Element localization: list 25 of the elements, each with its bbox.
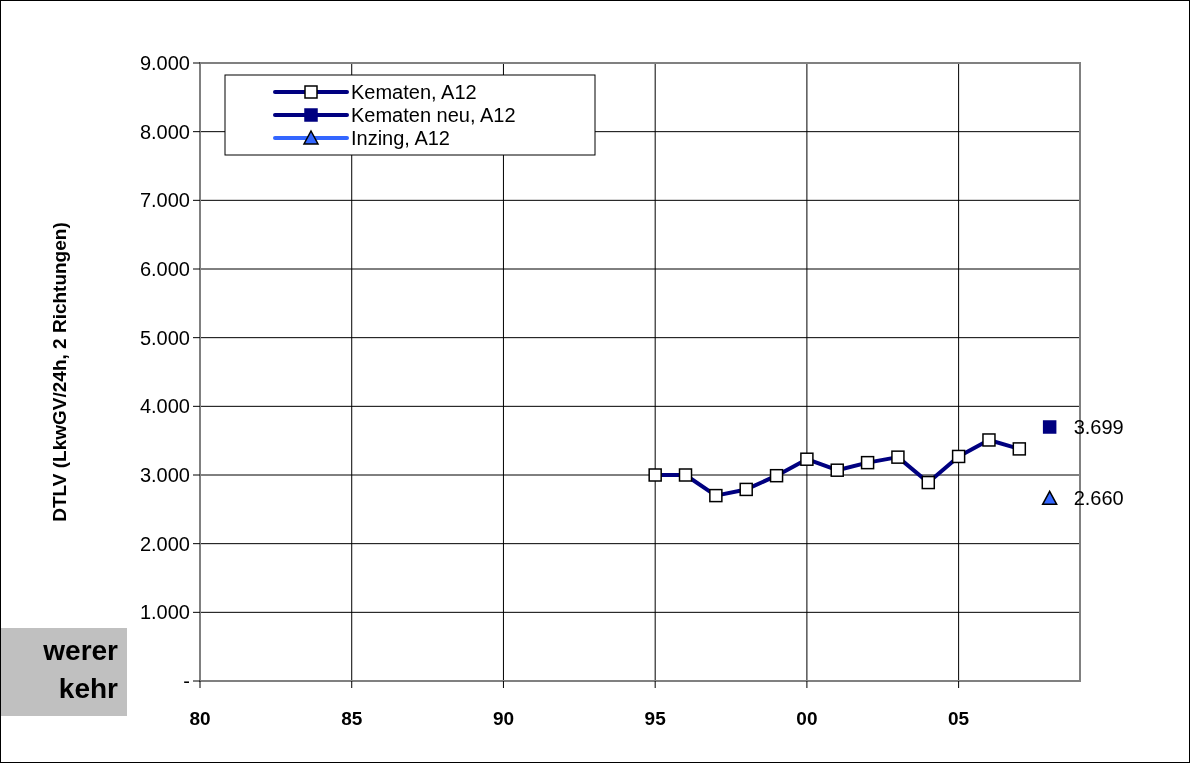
y-tick-label: 6.000	[139, 258, 190, 280]
legend-label: Kematen, A12	[351, 81, 477, 103]
legend-label: Inzing, A12	[351, 127, 450, 149]
y-tick-label: 3.000	[139, 464, 190, 486]
y-tick-label: 5.000	[139, 326, 190, 349]
y-axis-title: DTLV (LkwGV/24h, 2 Richtungen)	[49, 222, 70, 522]
x-tick-label: 95	[644, 708, 667, 729]
point	[1041, 490, 1058, 506]
data-label: 2.660	[1073, 487, 1124, 510]
y-tick-label: 1.000	[139, 601, 190, 624]
x-tick-label: 05	[948, 708, 970, 729]
legend-label: Kematen neu, A12	[351, 104, 516, 126]
x-tick-label: 80	[189, 708, 211, 729]
y-tick-label: 2.000	[139, 532, 190, 555]
x-tick-label: 00	[796, 708, 818, 729]
y-tick-label: 7.000	[139, 189, 190, 212]
y-tick-label: -	[183, 670, 190, 692]
text: werer kehr	[42, 635, 119, 704]
data-label: 3.699	[1073, 416, 1124, 438]
y-tick-label: 8.000	[139, 120, 190, 143]
y-tick-label: 4.000	[139, 395, 190, 418]
x-tick-label: 90	[492, 708, 515, 729]
y-tick-label: 9.000	[139, 52, 190, 74]
x-tick-label: 85	[341, 708, 363, 729]
point	[1042, 420, 1057, 434]
